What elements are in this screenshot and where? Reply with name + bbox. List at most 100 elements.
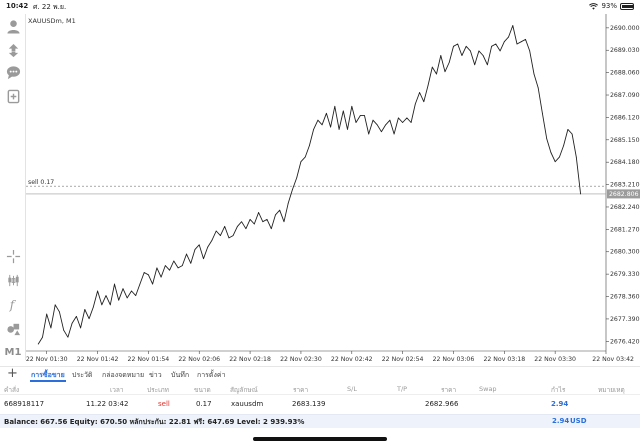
x-tick-label: 22 Nov 02:06 bbox=[178, 356, 220, 363]
price-point bbox=[410, 122, 412, 123]
add-plus-icon[interactable]: + bbox=[7, 366, 18, 381]
tab-news[interactable]: ข่าว bbox=[149, 371, 162, 379]
price-point bbox=[495, 43, 497, 45]
price-point bbox=[59, 311, 60, 313]
table-row[interactable]: 668918117 11.22 03:42 sell 0.17 xauusdm … bbox=[0, 398, 640, 412]
price-point bbox=[453, 45, 454, 47]
col-profit: กำไร bbox=[551, 386, 566, 394]
y-tick-label: 2687.090 bbox=[610, 92, 640, 99]
price-point bbox=[520, 41, 522, 43]
indicators-icon[interactable] bbox=[5, 272, 21, 288]
price-point bbox=[330, 126, 331, 128]
price-point bbox=[156, 267, 158, 269]
price-point bbox=[351, 105, 353, 107]
price-point bbox=[152, 283, 154, 285]
col-time: เวลา bbox=[110, 386, 124, 394]
price-point bbox=[203, 258, 204, 260]
price-point bbox=[220, 235, 221, 236]
price-point bbox=[414, 103, 416, 105]
price-point bbox=[478, 50, 480, 52]
tab-settings[interactable]: การตั้งค่า bbox=[197, 371, 226, 379]
y-tick-label: 2686.120 bbox=[610, 114, 640, 121]
price-point bbox=[46, 313, 48, 315]
price-point bbox=[186, 253, 187, 255]
price-point bbox=[97, 290, 98, 292]
x-tick-label: 22 Nov 03:06 bbox=[433, 356, 475, 363]
y-tick-label: 2679.330 bbox=[610, 271, 640, 278]
y-tick-label: 2683.210 bbox=[610, 182, 640, 189]
price-point bbox=[580, 193, 581, 195]
price-point bbox=[279, 209, 281, 211]
y-tick-label: 2677.390 bbox=[610, 316, 640, 323]
function-icon[interactable]: f bbox=[5, 296, 21, 312]
price-point bbox=[84, 309, 86, 310]
order-symbol: xauusdm bbox=[231, 400, 264, 408]
balance-bar: Balance: 667.56 Equity: 670.50 หลักประกั… bbox=[0, 414, 640, 428]
price-point bbox=[342, 110, 344, 112]
order-time: 11.22 03:42 bbox=[86, 400, 129, 408]
status-time: 10:42 bbox=[6, 2, 29, 10]
new-order-icon[interactable] bbox=[5, 88, 21, 104]
price-point bbox=[406, 117, 408, 119]
price-point bbox=[67, 336, 69, 338]
price-point bbox=[427, 85, 429, 86]
total-profit: 2.94 bbox=[552, 417, 570, 425]
price-point bbox=[190, 262, 192, 264]
price-point bbox=[470, 50, 471, 52]
price-point bbox=[550, 152, 552, 153]
trade-arrows-icon[interactable] bbox=[5, 42, 21, 58]
tab-trade[interactable]: การซื้อขาย bbox=[31, 371, 65, 379]
order-type: sell bbox=[158, 400, 170, 408]
price-point bbox=[194, 249, 196, 250]
price-point bbox=[359, 115, 361, 116]
balance-summary: Balance: 667.56 Equity: 670.50 หลักประกั… bbox=[4, 418, 305, 426]
battery-level bbox=[622, 4, 634, 8]
price-point bbox=[80, 327, 82, 329]
price-chart[interactable]: XAUUSDm, M1 2690.000 2689.030 2688.060 2687… bbox=[26, 14, 640, 366]
price-point bbox=[131, 290, 132, 292]
col-comment: หมายเหตุ bbox=[598, 386, 625, 394]
price-point bbox=[419, 92, 420, 93]
tab-journal[interactable]: บันทึก bbox=[171, 371, 190, 379]
price-point bbox=[448, 62, 450, 63]
y-tick-label: 2688.060 bbox=[610, 70, 640, 77]
price-point bbox=[321, 124, 323, 126]
price-point bbox=[440, 55, 442, 56]
price-point bbox=[389, 119, 391, 121]
price-point bbox=[101, 304, 103, 306]
battery-icon bbox=[620, 2, 634, 10]
y-axis-ticks: 2690.000 2689.030 2688.060 2687.090 2686.120… bbox=[606, 25, 640, 345]
objects-icon[interactable] bbox=[5, 320, 21, 336]
x-tick-label: 22 Nov 02:30 bbox=[280, 356, 322, 363]
price-point bbox=[63, 329, 65, 331]
account-icon[interactable] bbox=[5, 18, 21, 34]
crosshair-icon[interactable] bbox=[5, 248, 21, 264]
tab-mailbox[interactable]: กล่องจดหมาย bbox=[102, 371, 145, 379]
price-point bbox=[461, 55, 463, 56]
price-point bbox=[275, 214, 276, 216]
price-point bbox=[402, 122, 404, 123]
x-tick-label: 22 Nov 01:42 bbox=[77, 356, 119, 363]
price-point bbox=[567, 129, 569, 130]
col-current-price: ราคา bbox=[441, 386, 457, 394]
active-tab-underline bbox=[30, 380, 66, 382]
left-toolbar: f M1 bbox=[0, 14, 26, 360]
order-profit: 2.94 bbox=[551, 400, 569, 408]
terminal-tabs: + การซื้อขาย ประวัติ กล่องจดหมาย ข่าว บั… bbox=[0, 366, 640, 382]
tab-history[interactable]: ประวัติ bbox=[72, 371, 93, 379]
col-price: ราคา bbox=[293, 386, 309, 394]
price-point bbox=[393, 133, 395, 135]
price-point bbox=[105, 295, 107, 297]
y-tick-label: 2685.150 bbox=[610, 137, 640, 144]
timeframe-button[interactable]: M1 bbox=[4, 346, 22, 358]
price-point bbox=[241, 221, 243, 223]
svg-text:f: f bbox=[8, 298, 16, 312]
price-point bbox=[126, 297, 128, 299]
price-point bbox=[482, 55, 484, 56]
status-bar: 10:42 ศ. 22 พ.ย. 93% bbox=[0, 0, 640, 14]
price-point bbox=[431, 66, 433, 68]
chat-icon[interactable] bbox=[5, 64, 21, 80]
price-point bbox=[173, 260, 175, 262]
price-point bbox=[122, 288, 124, 290]
price-point bbox=[177, 267, 179, 269]
